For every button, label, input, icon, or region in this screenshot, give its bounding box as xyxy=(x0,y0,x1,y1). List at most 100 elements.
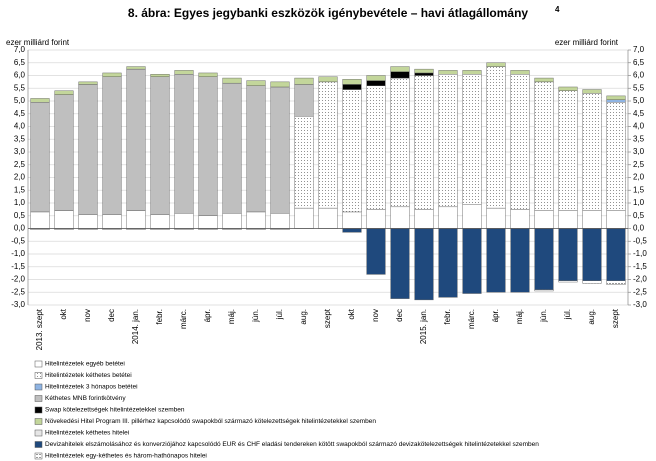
y-tick-label: -1,0 xyxy=(11,249,25,258)
legend-label: Swap kötelezettségek hitelintézetekkel s… xyxy=(45,407,185,414)
bar-segment xyxy=(558,210,578,229)
y-tick-label: 6,5 xyxy=(14,58,26,67)
bar-segment xyxy=(558,228,578,281)
y-tick-label: 4,0 xyxy=(14,122,26,131)
x-tick-label: okt xyxy=(59,308,68,319)
bar-segment xyxy=(246,80,266,86)
y2-tick-label: -2,5 xyxy=(633,287,647,296)
bar-segment xyxy=(390,71,410,79)
legend-label: Hitelintézetek kéthetes betétei xyxy=(45,372,132,379)
bar-segment xyxy=(606,99,626,103)
bar-segment xyxy=(342,211,362,229)
y-tick-label: 3,5 xyxy=(14,134,26,143)
bar-segment xyxy=(366,228,386,275)
legend-label: Kéthetes MNB forintkötvény xyxy=(45,395,126,402)
y-tick-label: 3,0 xyxy=(14,147,26,156)
bar-segment xyxy=(438,206,458,229)
legend-swatch xyxy=(34,406,43,414)
y2-tick-label: 2,0 xyxy=(633,173,645,182)
legend-swatch xyxy=(34,372,43,379)
bar-segment xyxy=(366,209,386,229)
legend-label: Növekedési Hitel Program III. pillérhez … xyxy=(45,418,376,425)
bar-segment xyxy=(150,76,170,215)
bar-segment xyxy=(486,207,506,229)
x-tick-label: jún. xyxy=(539,309,548,323)
bar-segment xyxy=(438,74,458,208)
bar-segment xyxy=(198,215,218,229)
y2-tick-label: 1,5 xyxy=(633,185,645,194)
x-tick-label: 2014. jan. xyxy=(131,309,140,344)
bar-segment xyxy=(414,209,434,229)
bar-segment xyxy=(30,102,50,213)
bar-segment xyxy=(30,98,50,103)
bar-segment xyxy=(246,85,266,213)
bar-segment xyxy=(126,66,146,70)
y2-tick-label: 5,5 xyxy=(633,83,645,92)
y-tick-label: 1,5 xyxy=(14,185,26,194)
bar-segment xyxy=(414,68,434,74)
bar-segment xyxy=(534,77,554,83)
bar-segment xyxy=(174,70,194,75)
bar-segment xyxy=(318,81,338,209)
chart-title: 8. ábra: Egyes jegybanki eszközök igényb… xyxy=(128,6,528,20)
y2-tick-label: 6,0 xyxy=(633,71,645,80)
bar-segment xyxy=(486,62,506,67)
y2-tick-label: 4,0 xyxy=(633,122,645,131)
x-tick-label: aug. xyxy=(299,309,308,325)
x-tick-label: 2013. szept xyxy=(35,308,44,350)
y-tick-label: -2,5 xyxy=(11,287,25,296)
x-tick-label: ápr. xyxy=(203,309,212,322)
bar-segment xyxy=(414,75,434,210)
bar-segment xyxy=(534,210,554,229)
bar-segment xyxy=(534,289,554,292)
bar-segment xyxy=(342,89,362,213)
bar-segment xyxy=(294,84,314,117)
y2-tick-label: 4,5 xyxy=(633,109,645,118)
x-tick-label: szept xyxy=(323,308,332,328)
legend-label: Hitelintézetek kéthetes hitelei xyxy=(45,430,129,437)
legend-swatch xyxy=(34,395,43,402)
y-tick-label: -1,5 xyxy=(11,262,25,271)
y-tick-label: 0,5 xyxy=(14,211,26,220)
bar-segment xyxy=(294,77,314,85)
bar-segment xyxy=(342,84,362,90)
bar-segment xyxy=(510,70,530,75)
y2-tick-label: -0,5 xyxy=(633,236,647,245)
bar-segment xyxy=(294,116,314,209)
x-tick-label: márc. xyxy=(467,309,476,329)
x-tick-label: ápr. xyxy=(491,309,500,322)
bar-segment xyxy=(30,211,50,229)
y2-tick-label: 3,0 xyxy=(633,147,645,156)
y2-tick-label: 2,5 xyxy=(633,160,645,169)
x-tick-label: márc. xyxy=(179,309,188,329)
bar-segment xyxy=(462,228,482,294)
y2-tick-label: 3,5 xyxy=(633,134,645,143)
bar-segment xyxy=(558,280,578,283)
x-tick-label: 2015. jan. xyxy=(419,309,428,344)
bar-segment xyxy=(270,86,290,214)
x-tick-label: dec xyxy=(107,309,116,322)
bar-segment xyxy=(150,214,170,229)
y2-tick-label: -1,0 xyxy=(633,249,647,258)
bar-segment xyxy=(438,70,458,75)
bar-segment xyxy=(222,82,242,214)
bar-segment xyxy=(606,280,626,285)
legend-label: Hitelintézetek 3 hónapos betétei xyxy=(45,384,138,391)
y2-tick-label: 6,5 xyxy=(633,58,645,67)
bar-segment xyxy=(78,84,98,215)
bar-segment xyxy=(366,85,386,210)
x-tick-label: jún. xyxy=(251,309,260,323)
legend-swatch xyxy=(34,429,43,437)
bar-segment xyxy=(606,228,626,281)
x-tick-label: máj. xyxy=(227,309,236,324)
legend-label: Hitelintézetek egy-kéthetes és három-hat… xyxy=(45,453,207,460)
x-tick-label: aug. xyxy=(587,309,596,325)
legend-label: Devizahitelek elszámolásához és konverzi… xyxy=(45,441,539,448)
bar-segment xyxy=(510,209,530,229)
bar-segment xyxy=(510,74,530,210)
y-tick-label: 5,0 xyxy=(14,96,26,105)
y-tick-label: 2,5 xyxy=(14,160,26,169)
bar-segment xyxy=(174,74,194,214)
bar-segment xyxy=(222,212,242,229)
